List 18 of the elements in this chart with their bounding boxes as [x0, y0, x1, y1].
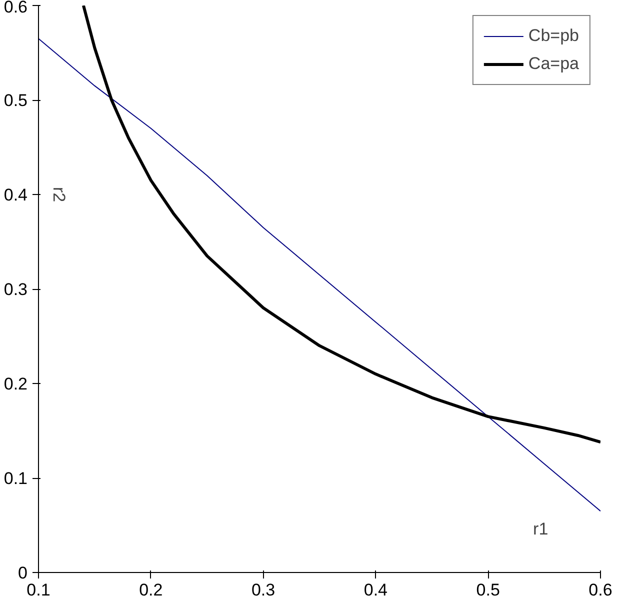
y-tick-label: 0.4: [4, 186, 28, 204]
y-tick-label: 0.2: [4, 374, 28, 394]
x-tick-label: 0.3: [251, 580, 276, 600]
x-axis-title: r1: [533, 519, 548, 538]
x-tick-label: 0.4: [364, 580, 388, 600]
x-tick-label: 0.6: [588, 580, 612, 600]
y-tick-label: 0.6: [4, 0, 28, 16]
y-tick-label: 0.1: [4, 469, 28, 488]
y-axis-title: r2: [50, 186, 69, 202]
x-tick-label: 0.1: [26, 580, 50, 600]
y-tick-label: 0: [18, 564, 28, 582]
line-series: [82, 6, 600, 444]
x-tick-label: 0.5: [476, 580, 500, 600]
y-tick-label: 0.3: [4, 280, 28, 299]
y-tick-label: 0.5: [4, 91, 28, 110]
legend-label: Cb=pb: [528, 26, 579, 46]
legend-label: Ca=pa: [528, 54, 579, 74]
x-tick-label: 0.2: [139, 580, 163, 600]
